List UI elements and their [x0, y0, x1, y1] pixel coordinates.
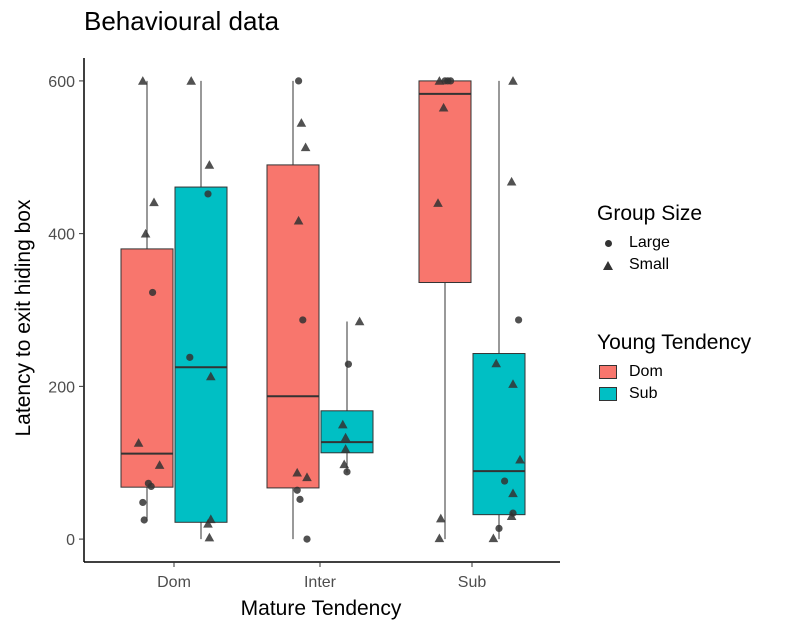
x-tick-label-inter: Inter — [304, 574, 337, 591]
point-small-39 — [438, 102, 449, 112]
point-small-33 — [339, 459, 349, 469]
point-small-4 — [133, 438, 144, 447]
point-small-14 — [206, 371, 216, 381]
box-dom-sub — [418, 80, 472, 284]
legend-item-small: Small — [597, 254, 702, 276]
point-large-9 — [140, 516, 148, 524]
point-large-49 — [501, 477, 509, 485]
triangle-icon — [603, 260, 613, 270]
point-large-38 — [447, 77, 455, 85]
point-small-23 — [292, 467, 302, 477]
circle-icon — [604, 239, 612, 247]
axes-layer: 0 200 400 600 Dom Inter Sub — [48, 58, 560, 591]
point-small-17 — [204, 532, 215, 542]
point-small-16 — [203, 519, 213, 528]
box-sub-sub — [472, 353, 526, 516]
y-tick-label-400: 400 — [48, 227, 75, 244]
point-large-8 — [139, 498, 147, 507]
x-tick-label-sub: Sub — [458, 574, 487, 591]
point-small-50 — [508, 488, 518, 498]
point-large-25 — [293, 486, 301, 494]
point-large-27 — [303, 535, 311, 543]
point-large-7 — [147, 482, 155, 490]
box-sub-dom — [174, 186, 228, 523]
point-small-11 — [204, 160, 215, 169]
point-small-32 — [340, 444, 351, 453]
legend-label-small: Small — [629, 256, 670, 273]
swatch-dom-icon — [599, 365, 617, 379]
swatch-sub-icon — [599, 387, 617, 401]
chart-title: Behavioural data — [84, 6, 280, 36]
y-tick-label-0: 0 — [66, 532, 75, 549]
point-small-47 — [508, 379, 518, 388]
legend-group-size: Group Size Large Small — [597, 202, 702, 276]
y-tick-label-600: 600 — [48, 74, 75, 91]
point-small-20 — [300, 142, 311, 152]
point-small-2 — [140, 228, 151, 238]
point-small-21 — [293, 215, 304, 225]
point-small-52 — [506, 511, 517, 521]
point-small-30 — [338, 419, 348, 429]
point-large-45 — [515, 316, 523, 324]
legend-label-large: Large — [629, 234, 670, 251]
point-small-48 — [515, 454, 525, 464]
point-small-46 — [491, 358, 501, 368]
point-large-3 — [149, 288, 157, 297]
points-layer — [133, 76, 525, 543]
point-large-29 — [344, 360, 352, 368]
point-large-18 — [295, 77, 303, 85]
point-large-53 — [495, 524, 503, 533]
point-small-28 — [354, 316, 365, 326]
x-axis-label: Mature Tendency — [241, 597, 402, 620]
point-small-42 — [434, 533, 445, 543]
point-large-22 — [299, 316, 307, 324]
point-small-40 — [433, 198, 443, 207]
point-small-1 — [149, 197, 159, 207]
legend-young-tendency: Young Tendency Dom Sub — [597, 331, 751, 405]
legend-title-young-tendency: Young Tendency — [597, 331, 752, 354]
point-small-19 — [296, 118, 307, 127]
point-large-26 — [296, 495, 304, 503]
point-small-35 — [434, 76, 445, 85]
legend-title-group-size: Group Size — [597, 202, 703, 225]
point-small-0 — [138, 76, 148, 85]
y-tick-label-200: 200 — [48, 379, 75, 396]
y-axis-label: Latency to exit hiding box — [12, 199, 35, 436]
point-small-44 — [506, 176, 517, 186]
legend-item-large: Large — [597, 232, 702, 254]
point-small-5 — [154, 460, 165, 469]
point-small-54 — [488, 533, 499, 543]
boxes-layer — [120, 80, 526, 523]
point-small-41 — [436, 513, 446, 523]
box-dom-dom — [120, 248, 174, 488]
point-small-10 — [186, 76, 196, 85]
point-small-43 — [508, 76, 518, 85]
box-dom-inter — [266, 164, 320, 489]
legend-label-young-sub: Sub — [629, 385, 658, 402]
point-small-24 — [302, 472, 312, 482]
box-sub-inter — [320, 410, 374, 454]
point-large-13 — [186, 353, 194, 361]
legend-item-young-sub: Sub — [597, 383, 751, 405]
legend-label-young-dom: Dom — [629, 363, 663, 380]
point-large-12 — [204, 190, 212, 198]
x-tick-label-dom: Dom — [157, 574, 191, 591]
point-small-31 — [340, 432, 351, 442]
point-large-34 — [343, 468, 351, 476]
legend-item-young-dom: Dom — [597, 361, 751, 383]
